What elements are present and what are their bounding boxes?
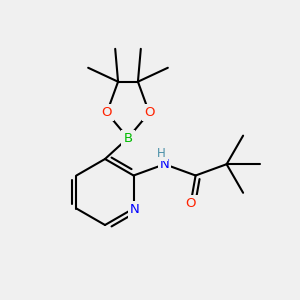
- Text: O: O: [101, 106, 112, 119]
- Text: H: H: [157, 147, 166, 160]
- Text: O: O: [144, 106, 154, 119]
- Text: N: N: [130, 203, 140, 216]
- Text: B: B: [123, 131, 133, 145]
- Text: O: O: [185, 196, 196, 210]
- Text: N: N: [160, 158, 170, 171]
